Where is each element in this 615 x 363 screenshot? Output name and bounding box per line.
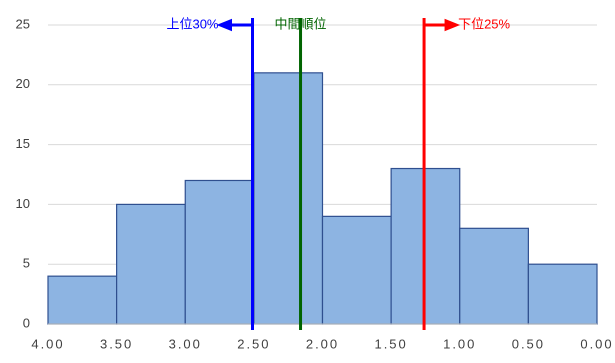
x-tick-label: 2.00 <box>306 336 339 351</box>
y-tick-label: 15 <box>16 136 30 151</box>
bar <box>47 275 118 325</box>
arrow <box>424 18 461 32</box>
x-tick-label: 1.00 <box>443 336 476 351</box>
x-tick-label: 0.50 <box>512 336 545 351</box>
y-tick-label: 0 <box>23 315 30 330</box>
y-tick-label: 5 <box>23 256 30 271</box>
arrow <box>216 18 253 32</box>
marker-label: 下位25% <box>458 16 510 31</box>
y-tick-label: 20 <box>16 76 30 91</box>
y-tick-label: 10 <box>16 196 30 211</box>
bar <box>253 72 324 325</box>
bar <box>459 227 529 325</box>
bar <box>184 179 255 325</box>
marker-label: 上位30% <box>166 16 218 31</box>
bar <box>321 215 392 325</box>
x-tick-label: 0.00 <box>580 336 613 351</box>
y-tick-label: 25 <box>16 16 30 31</box>
x-tick-label: 3.50 <box>100 336 133 351</box>
x-tick-label: 1.50 <box>374 336 407 351</box>
x-tick-label: 3.00 <box>169 336 202 351</box>
x-tick-label: 4.00 <box>31 336 64 351</box>
bar <box>116 203 186 325</box>
bar <box>527 263 598 325</box>
marker-label: 中間順位 <box>275 16 327 31</box>
x-tick-label: 2.50 <box>237 336 270 351</box>
